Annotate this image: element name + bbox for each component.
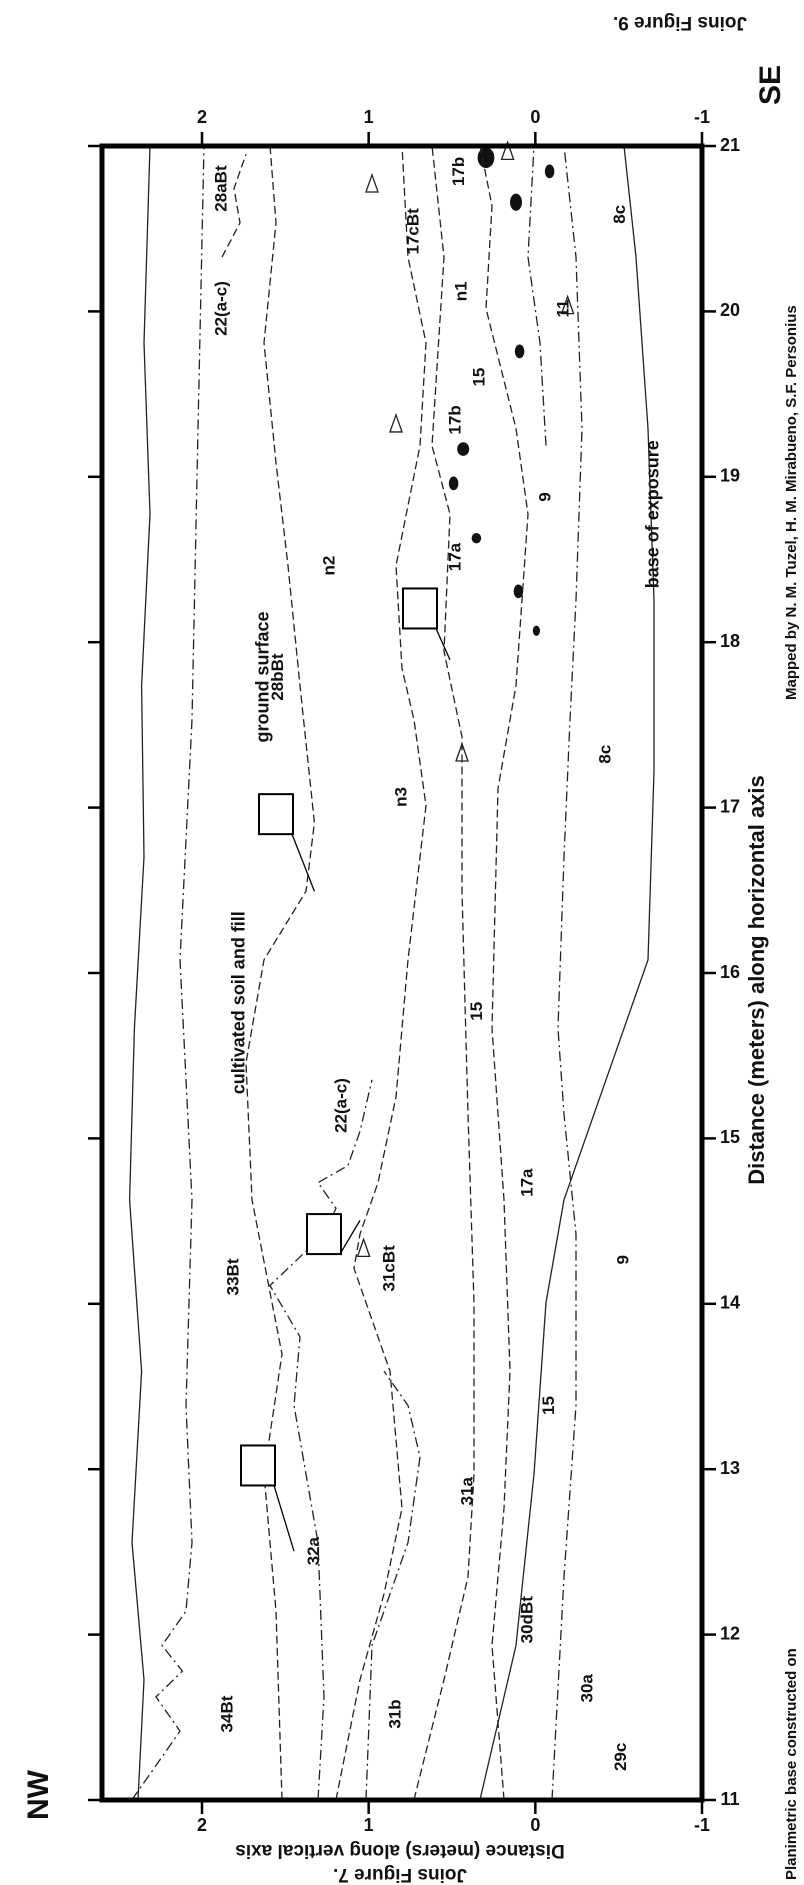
- unit-label: 8c: [610, 205, 629, 224]
- joins-label: Joins Figure 9.: [613, 12, 747, 33]
- y-tick-label: 0: [530, 107, 540, 127]
- callout-box: [307, 1214, 341, 1254]
- frame: [102, 146, 702, 1800]
- clasts: [449, 147, 555, 635]
- unit-label: 31a: [457, 1476, 476, 1505]
- y-tick-label: -1: [694, 1815, 710, 1835]
- callout-box: [241, 1445, 275, 1485]
- y-tick-label: -1: [694, 107, 710, 127]
- y-tick-label: 1: [364, 1815, 374, 1835]
- trench-log: 1112131415161718192021-1-1001122Distance…: [0, 0, 804, 1885]
- x-tick-label: 18: [720, 631, 740, 651]
- unit-label: 28bBt: [268, 653, 287, 701]
- credit: Mapped by N. M. Tuzel, H. M. Mirabueno, …: [783, 305, 800, 700]
- contact-line: [132, 146, 204, 1800]
- axis-title: Distance (meters) along horizontal axis: [744, 775, 769, 1185]
- contact-line: [366, 1371, 420, 1800]
- unit-label: 31b: [385, 1699, 404, 1728]
- contact-line: [336, 146, 426, 1800]
- unit-label: n1: [451, 281, 470, 301]
- unit-label: 9: [613, 1255, 632, 1264]
- y-tick-label: 1: [364, 107, 374, 127]
- unit-label: n2: [319, 556, 338, 576]
- contact-line: [480, 146, 654, 1800]
- unit-label: 17a: [445, 542, 464, 571]
- unit-label: 15: [539, 1396, 558, 1415]
- contact-line: [270, 1080, 372, 1800]
- x-tick-label: 14: [720, 1293, 740, 1313]
- unit-label: 33Bt: [223, 1258, 242, 1295]
- callout-box: [259, 794, 293, 834]
- unit-label: 15: [467, 1002, 486, 1021]
- x-tick-label: 20: [720, 300, 740, 320]
- x-tick-label: 15: [720, 1127, 740, 1147]
- y-tick-label: 0: [530, 1815, 540, 1835]
- contact-line: [528, 146, 546, 446]
- contact-line: [480, 146, 528, 1800]
- axis-title: Distance (meters) along vertical axis: [235, 1840, 564, 1861]
- x-tick-label: 21: [720, 135, 740, 155]
- callout-box: [403, 588, 437, 628]
- callout-arrow: [292, 834, 314, 891]
- x-tick-label: 17: [720, 796, 740, 816]
- unit-label: 28aBt: [211, 165, 230, 212]
- x-tick-label: 13: [720, 1458, 740, 1478]
- unit-label: 30dBt: [517, 1596, 536, 1644]
- unit-label: 30a: [577, 1674, 596, 1703]
- unit-label: 17a: [517, 1168, 536, 1197]
- unit-label: 32a: [304, 1536, 323, 1565]
- unit-label: 22(a-c): [331, 1078, 350, 1133]
- credit: Planimetric base constructed on: [783, 1648, 800, 1880]
- contacts: [130, 142, 654, 1799]
- contact-line: [552, 146, 582, 1800]
- unit-label: 9: [535, 492, 554, 501]
- annotation: base of exposure: [643, 440, 663, 588]
- unit-label: 29c: [611, 1743, 630, 1771]
- direction-label: SE: [754, 65, 787, 105]
- unit-label: 11: [553, 300, 572, 318]
- callout-arrow: [436, 628, 450, 659]
- x-tick-label: 12: [720, 1623, 740, 1643]
- unit-label: 34Bt: [217, 1695, 236, 1732]
- unit-label: 17b: [445, 405, 464, 434]
- unit-label: 22(a-c): [211, 281, 230, 336]
- joins-label: Joins Figure 7.: [333, 1864, 467, 1885]
- unit-label: 17cBt: [403, 208, 422, 255]
- triangles: [358, 142, 574, 1256]
- unit-label: 17b: [449, 157, 468, 186]
- x-tick-label: 19: [720, 466, 740, 486]
- unit-label: 31cBt: [379, 1245, 398, 1292]
- direction-label: NW: [22, 1769, 55, 1820]
- annotation: cultivated soil and fill: [229, 911, 249, 1094]
- unit-label: 8c: [595, 745, 614, 764]
- y-tick-label: 2: [197, 1815, 207, 1835]
- x-tick-label: 11: [720, 1789, 739, 1809]
- y-tick-label: 2: [197, 107, 207, 127]
- x-tick-label: 16: [720, 962, 740, 982]
- unit-label: 15: [469, 368, 488, 387]
- contact-line: [130, 146, 150, 1800]
- callout-arrow: [274, 1485, 294, 1551]
- unit-label: n3: [391, 787, 410, 807]
